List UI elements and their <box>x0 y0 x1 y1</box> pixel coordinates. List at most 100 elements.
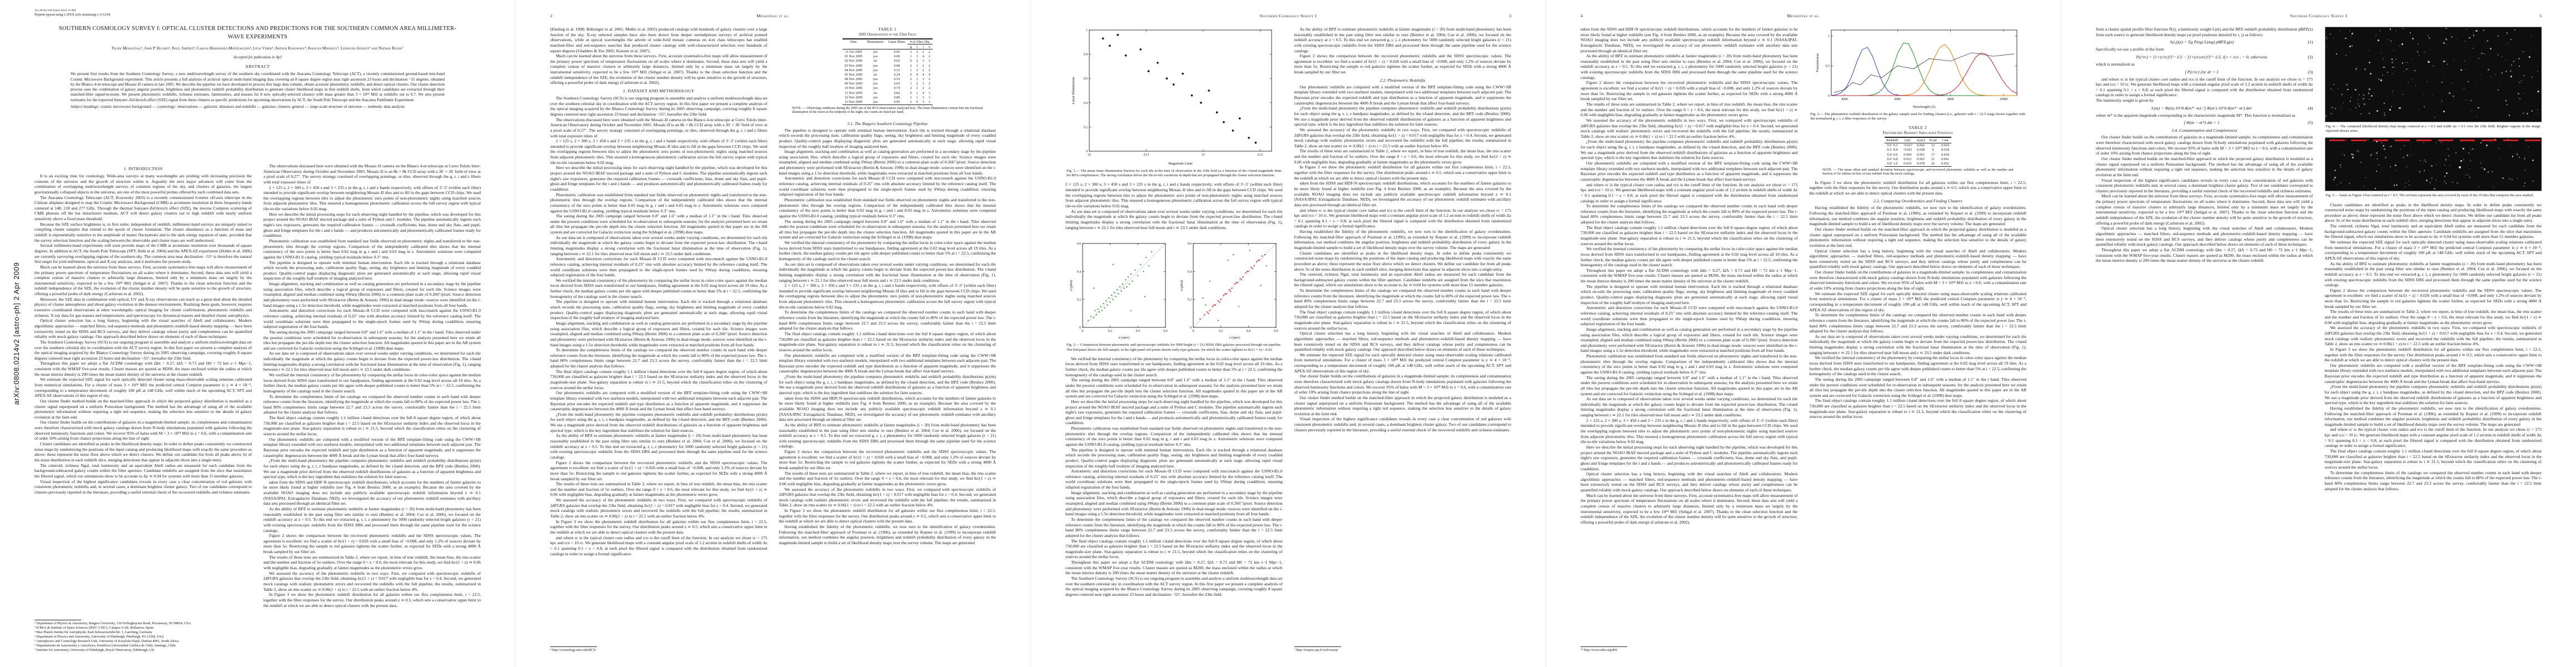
tick-label: 23.5 <box>1258 153 1263 157</box>
table-cell: 2 <box>928 86 930 91</box>
footnote-text: ¹⁰ http://www.sdss.org/dr6/ <box>1581 648 1618 652</box>
paragraph: Figure 2 shows the comparison between th… <box>263 533 481 555</box>
speckle <box>2329 173 2331 176</box>
speckle <box>2334 177 2336 178</box>
table-cell: 0.74 <box>894 86 900 91</box>
table-row: 0.6−0.8 0.012 0.063 21 0.041 <box>1885 157 1951 161</box>
table-cell: 0.041 <box>1941 157 1949 161</box>
paragraph: Having established the fidelity of the p… <box>1809 205 2027 227</box>
table-cell: 0.2−0.4 <box>1887 148 1898 152</box>
paragraph: The Atacama Cosmology Telescope (ACT; Ko… <box>34 195 252 222</box>
column-text: We verified the internal consistency of … <box>1065 356 1283 653</box>
speckle <box>2391 73 2393 74</box>
paragraph: 2 × 125 s, 2 × 300 s, 3 × 450 s and 3 × … <box>550 138 768 165</box>
speckle <box>2385 156 2387 158</box>
data-point <box>1103 303 1104 305</box>
speckle <box>2518 97 2519 98</box>
paragraph: As our data set is composed of observati… <box>263 351 481 372</box>
speckle <box>2452 97 2454 99</box>
data-point <box>1217 300 1219 302</box>
running-head: Southern Cosmology Survey I 5 <box>2096 13 2542 18</box>
speckle <box>2453 96 2454 97</box>
speckle <box>2362 97 2364 99</box>
speckle <box>2522 112 2524 114</box>
paragraph: The pipeline is designed to operate with… <box>1581 283 1798 305</box>
paragraph: Astrometric and distortion corrections f… <box>1065 469 1283 490</box>
speckle <box>2452 82 2453 84</box>
speckle <box>2521 113 2522 115</box>
tick-label: 0.2 <box>1219 330 1223 333</box>
paragraph: As our data set is composed of observati… <box>1581 396 1798 418</box>
tick-label: 22.5 <box>1144 153 1149 157</box>
speckle <box>2382 74 2384 76</box>
page-3: Southern Cosmology Survey I 3 22 22.5 23 23… <box>1030 0 1546 667</box>
paragraph: Figure 2 shows the comparison between th… <box>779 449 996 470</box>
speckle <box>2535 49 2537 50</box>
speckle <box>2335 183 2338 186</box>
tick-label: 0.6 <box>1084 77 1088 81</box>
speckle <box>2368 88 2370 90</box>
table-cell: 3 <box>916 68 918 72</box>
section-heading: 1. INTRODUCTION <box>123 166 163 171</box>
speckle <box>2442 81 2443 83</box>
page-2-columns: (Ebeling et al. 1998; Böhringer et al. 2… <box>550 27 996 653</box>
table-cell: yes <box>873 82 878 86</box>
speckle <box>2518 156 2520 158</box>
table-cell: 01 Nov 2005 <box>844 54 863 59</box>
paragraph: The seeing during the 2005 campaign rang… <box>550 213 768 235</box>
speckle <box>2375 141 2378 143</box>
paragraph: The Southern Cosmology Survey (SCS) is o… <box>550 96 768 117</box>
data-point <box>1102 37 1104 40</box>
speckle <box>2341 93 2343 96</box>
table-cell: 3 <box>922 77 924 82</box>
speckle <box>2381 142 2383 144</box>
data-point <box>1241 279 1243 281</box>
speckle <box>2395 165 2396 166</box>
speckle <box>2435 142 2437 143</box>
table-cell: 2 <box>922 68 924 72</box>
data-point <box>1238 306 1240 307</box>
speckle <box>2490 76 2492 78</box>
data-point <box>1212 306 1214 307</box>
speckle <box>2387 39 2389 41</box>
paragraph: We assessed the accuracy of the photomet… <box>1581 117 1798 139</box>
table-cell: 0 <box>910 91 912 95</box>
speckle <box>2378 39 2380 41</box>
data-point <box>1234 283 1235 285</box>
table-row: 12 Nov 2005 yes 0.89 1 1 3 3 <box>843 95 933 99</box>
speckle <box>2508 115 2510 116</box>
speckle <box>2483 53 2485 54</box>
speckle <box>2518 93 2520 95</box>
paragraph: We verified the internal consistency of … <box>1065 356 1283 377</box>
data-point <box>1182 72 1184 75</box>
table-cell: 2 <box>928 54 930 59</box>
table-2-grid: Redshift ⟨Δz⟩ σ(Δz) N out f out 0.0−0.2 −0.017… <box>1884 137 1951 166</box>
speckle <box>2434 188 2436 190</box>
speckle <box>2398 45 2400 47</box>
data-point <box>1095 314 1098 316</box>
data-point <box>1262 255 1263 257</box>
data-point <box>1144 296 1146 298</box>
speckle <box>2376 158 2378 160</box>
speckle <box>2506 103 2508 106</box>
data-point <box>1247 271 1248 272</box>
speckle <box>2370 156 2371 157</box>
list-item: ⁵ Astrophysics and Cosmology Research Un… <box>34 639 179 643</box>
paragraph: Optical cluster selection has a long his… <box>1294 331 1512 352</box>
table-row: 01 Nov 2005 yes 0.00 1 1 4 2 <box>843 54 933 59</box>
speckle <box>2524 182 2526 184</box>
paragraph: The pipeline is designed to operate with… <box>550 299 768 321</box>
tick-label: 0.2 <box>1084 126 1088 129</box>
data-point <box>1202 297 1204 299</box>
column-subheader <box>886 44 908 49</box>
table-cell: 3 <box>928 91 930 95</box>
table-cell: 3 <box>928 100 930 104</box>
paragraph: To determine the completeness limits of … <box>2324 470 2542 491</box>
paragraph: taken from the SDSS and HDF-N spectrosco… <box>779 395 996 422</box>
table-cell: 08 Nov 2005 <box>844 77 863 82</box>
data-point <box>1109 301 1111 303</box>
paragraph: Throughout this paper we adopt a flat ΛC… <box>2096 247 2313 263</box>
speckle <box>2378 78 2380 80</box>
speckle <box>2327 39 2328 40</box>
tick-label: 0 <box>1190 326 1192 330</box>
